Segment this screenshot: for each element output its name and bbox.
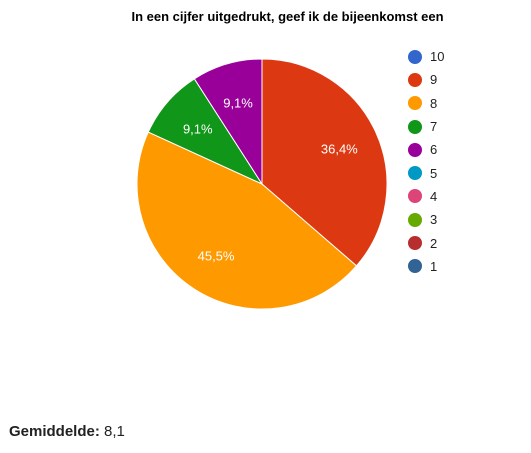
legend-item-9[interactable]: 9 <box>408 68 444 91</box>
legend-label: 2 <box>430 235 438 251</box>
legend-item-1[interactable]: 1 <box>408 255 444 278</box>
legend-item-5[interactable]: 5 <box>408 161 444 184</box>
legend-swatch-icon <box>408 142 422 157</box>
legend-label: 8 <box>430 95 438 111</box>
slice-label-6: 9,1% <box>223 95 253 110</box>
legend-item-7[interactable]: 7 <box>408 115 444 138</box>
legend-label: 7 <box>430 119 438 135</box>
legend-swatch-icon <box>408 166 422 181</box>
pie-slice-8[interactable] <box>136 131 358 310</box>
legend-label: 6 <box>430 142 438 158</box>
legend-swatch-icon <box>408 72 422 87</box>
slice-label-8: 45,5% <box>198 249 235 264</box>
legend-swatch-icon <box>408 96 422 111</box>
legend-swatch-icon <box>408 212 422 227</box>
legend-item-8[interactable]: 8 <box>408 92 444 115</box>
legend-label: 1 <box>430 258 438 274</box>
average-label: Gemiddelde: <box>9 423 100 440</box>
legend-label: 3 <box>430 212 438 228</box>
legend-label: 9 <box>430 72 438 88</box>
legend-swatch-icon <box>408 236 422 251</box>
legend-item-4[interactable]: 4 <box>408 185 444 208</box>
slice-label-9: 36,4% <box>321 142 358 157</box>
legend-item-3[interactable]: 3 <box>408 208 444 231</box>
pie-slice-6[interactable] <box>193 58 263 186</box>
slice-label-7: 9,1% <box>183 121 213 136</box>
legend-item-10[interactable]: 10 <box>408 45 444 68</box>
legend-swatch-icon <box>408 119 422 134</box>
legend: 10 9 8 7 6 5 4 3 2 1 <box>408 45 444 278</box>
chart-title: In een cijfer uitgedrukt, geef ik de bij… <box>131 9 444 24</box>
average-value: 8,1 <box>104 423 125 440</box>
legend-swatch-icon <box>408 49 422 64</box>
pie-slice-9[interactable] <box>261 58 388 267</box>
legend-swatch-icon <box>408 259 422 274</box>
legend-label: 4 <box>430 188 438 204</box>
legend-item-2[interactable]: 2 <box>408 231 444 254</box>
legend-swatch-icon <box>408 189 422 204</box>
legend-label: 5 <box>430 165 438 181</box>
average-summary: Gemiddelde: 8,1 <box>9 423 125 440</box>
legend-label: 10 <box>430 49 445 65</box>
legend-item-6[interactable]: 6 <box>408 138 444 161</box>
